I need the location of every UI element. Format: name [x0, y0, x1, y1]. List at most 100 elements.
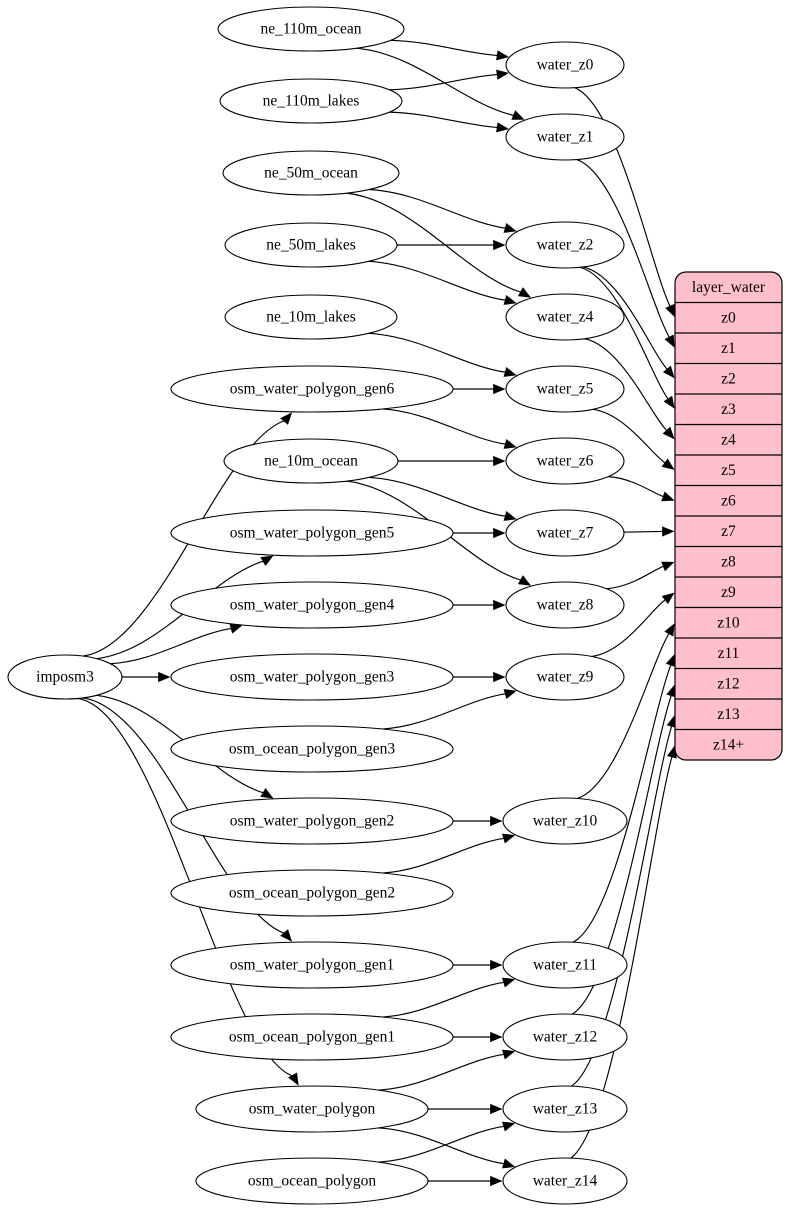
node-osm_water_polygon_gen3[interactable]: osm_water_polygon_gen3: [170, 653, 454, 701]
node-shape[interactable]: [502, 1013, 628, 1061]
node-shape[interactable]: [195, 1157, 429, 1205]
node-shape[interactable]: [222, 150, 400, 196]
layer-water-row-z14plus[interactable]: z14+: [713, 736, 744, 753]
node-water_z12[interactable]: water_z12: [502, 1013, 628, 1061]
node-ne_110m_ocean[interactable]: ne_110m_ocean: [217, 6, 405, 52]
node-osm_water_polygon_gen4[interactable]: osm_water_polygon_gen4: [170, 581, 454, 629]
edge-line: [606, 565, 665, 590]
edge-ne_10m_ocean-to-water_z7: [368, 476, 517, 521]
layer-water-row-z3[interactable]: z3: [721, 401, 736, 418]
node-osm_ocean_polygon_gen2[interactable]: osm_ocean_polygon_gen2: [170, 869, 454, 917]
layer-water-row-z6[interactable]: z6: [721, 492, 736, 509]
node-osm_water_polygon[interactable]: osm_water_polygon: [195, 1085, 429, 1133]
node-water_z5[interactable]: water_z5: [505, 365, 625, 413]
layer-water-row-z8[interactable]: z8: [721, 553, 736, 570]
layer-water-row-z7[interactable]: z7: [721, 523, 736, 540]
layer-water-row-z12[interactable]: z12: [717, 675, 739, 692]
node-shape[interactable]: [505, 113, 625, 161]
node-osm_ocean_polygon_gen1[interactable]: osm_ocean_polygon_gen1: [170, 1013, 454, 1061]
node-shape[interactable]: [170, 941, 454, 989]
node-water_z10[interactable]: water_z10: [502, 797, 628, 845]
edge-line: [389, 73, 499, 91]
node-osm_water_polygon_gen1[interactable]: osm_water_polygon_gen1: [170, 941, 454, 989]
node-shape[interactable]: [170, 869, 454, 917]
node-shape[interactable]: [170, 725, 454, 773]
edge-water_z9-to-layer_water_z9: [591, 592, 675, 658]
node-osm_ocean_polygon_gen3[interactable]: osm_ocean_polygon_gen3: [170, 725, 454, 773]
node-ne_10m_lakes[interactable]: ne_10m_lakes: [224, 294, 398, 340]
node-shape[interactable]: [502, 797, 628, 845]
edge-water_z5-to-layer_water_z5: [592, 408, 675, 470]
edge-osm_water_polygon_gen4-to-water_z8: [453, 599, 506, 611]
node-label-water_z12: water_z12: [533, 1029, 598, 1046]
node-water_z1[interactable]: water_z1: [505, 113, 625, 161]
node-shape[interactable]: [505, 509, 625, 557]
node-water_z6[interactable]: water_z6: [505, 437, 625, 485]
node-shape[interactable]: [195, 1085, 429, 1133]
edge-arrowhead: [493, 671, 506, 683]
node-shape[interactable]: [170, 797, 454, 845]
edge-arrowhead: [662, 365, 675, 379]
layer-water-row-z2[interactable]: z2: [721, 370, 736, 387]
node-ne_50m_ocean[interactable]: ne_50m_ocean: [222, 150, 400, 196]
node-shape[interactable]: [224, 222, 398, 268]
node-shape[interactable]: [502, 941, 628, 989]
layer-water-row-z13[interactable]: z13: [717, 706, 740, 723]
node-shape[interactable]: [505, 437, 625, 485]
node-water_z14[interactable]: water_z14: [502, 1157, 628, 1205]
node-osm_ocean_polygon[interactable]: osm_ocean_polygon: [195, 1157, 429, 1205]
node-imposm3[interactable]: imposm3: [7, 654, 123, 700]
edge-arrowhead: [493, 455, 506, 467]
node-water_z7[interactable]: water_z7: [505, 509, 625, 557]
layer-water-row-z0[interactable]: z0: [721, 309, 736, 326]
layer-water-row-z5[interactable]: z5: [721, 462, 736, 479]
node-shape[interactable]: [502, 1157, 628, 1205]
node-water_z4[interactable]: water_z4: [505, 293, 625, 341]
edge-ne_10m_lakes-to-water_z5: [368, 332, 517, 377]
layer-water-row-z9[interactable]: z9: [721, 584, 736, 601]
node-shape[interactable]: [219, 78, 403, 124]
edge-osm_water_polygon_gen3-to-water_z9: [453, 671, 506, 683]
node-shape[interactable]: [505, 581, 625, 629]
node-shape[interactable]: [505, 293, 625, 341]
edge-ne_50m_ocean-to-water_z2: [369, 188, 517, 233]
node-water_z8[interactable]: water_z8: [505, 581, 625, 629]
node-shape[interactable]: [170, 365, 454, 413]
node-shape[interactable]: [217, 6, 405, 52]
layer-water-row-z10[interactable]: z10: [717, 614, 740, 631]
layer-water-row-z4[interactable]: z4: [721, 431, 736, 448]
node-shape[interactable]: [223, 438, 399, 484]
node-osm_water_polygon_gen6[interactable]: osm_water_polygon_gen6: [170, 365, 454, 413]
node-water_z11[interactable]: water_z11: [502, 941, 628, 989]
node-osm_water_polygon_gen2[interactable]: osm_water_polygon_gen2: [170, 797, 454, 845]
node-ne_110m_lakes[interactable]: ne_110m_lakes: [219, 78, 403, 124]
node-shape[interactable]: [170, 653, 454, 701]
node-shape[interactable]: [505, 365, 625, 413]
node-water_z2[interactable]: water_z2: [505, 221, 625, 269]
node-ne_50m_lakes[interactable]: ne_50m_lakes: [224, 222, 398, 268]
edge-arrowhead: [666, 684, 677, 698]
node-water_z13[interactable]: water_z13: [502, 1085, 628, 1133]
edge-arrowhead: [493, 239, 506, 251]
node-shape[interactable]: [170, 509, 454, 557]
node-shape[interactable]: [170, 1013, 454, 1061]
edge-line: [378, 1125, 505, 1163]
layer-water-row-z11[interactable]: z11: [718, 645, 740, 662]
node-water_z0[interactable]: water_z0: [505, 41, 625, 89]
node-shape[interactable]: [170, 581, 454, 629]
layer-water-row-z1[interactable]: z1: [721, 340, 736, 357]
layer-water-table-header: layer_water: [692, 279, 766, 296]
node-shape[interactable]: [7, 654, 123, 700]
node-water_z9[interactable]: water_z9: [505, 653, 625, 701]
node-shape[interactable]: [505, 653, 625, 701]
node-label-water_z11: water_z11: [533, 957, 597, 974]
node-ne_10m_ocean[interactable]: ne_10m_ocean: [223, 438, 399, 484]
edge-arrowhead: [229, 623, 243, 634]
node-shape[interactable]: [224, 294, 398, 340]
node-osm_water_polygon_gen5[interactable]: osm_water_polygon_gen5: [170, 509, 454, 557]
edge-line: [356, 47, 515, 117]
node-shape[interactable]: [502, 1085, 628, 1133]
node-shape[interactable]: [505, 41, 625, 89]
edge-osm_ocean_polygon-to-water_z14: [428, 1175, 503, 1187]
node-shape[interactable]: [505, 221, 625, 269]
